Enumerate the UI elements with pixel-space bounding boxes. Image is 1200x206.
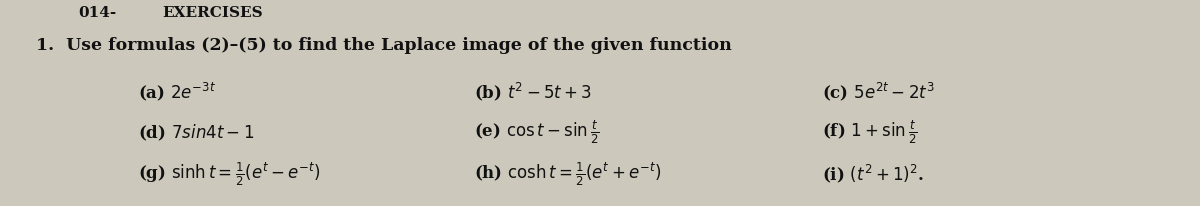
- Text: (e) $\cos t - \sin\frac{t}{2}$: (e) $\cos t - \sin\frac{t}{2}$: [474, 118, 600, 145]
- Text: (b) $t^2 - 5t + 3$: (b) $t^2 - 5t + 3$: [474, 81, 592, 103]
- Text: (i) $(t^2 + 1)^2$.: (i) $(t^2 + 1)^2$.: [822, 162, 924, 184]
- Text: (c) $5e^{2t} - 2t^3$: (c) $5e^{2t} - 2t^3$: [822, 81, 935, 103]
- Text: 014-: 014-: [78, 6, 116, 20]
- Text: (f) $1 + \sin\frac{t}{2}$: (f) $1 + \sin\frac{t}{2}$: [822, 118, 918, 145]
- Text: (d) $7sin4t - 1$: (d) $7sin4t - 1$: [138, 122, 254, 142]
- Text: (g) $\sinh t = \frac{1}{2}(e^t - e^{-t})$: (g) $\sinh t = \frac{1}{2}(e^t - e^{-t})…: [138, 159, 320, 187]
- Text: (h) $\cosh t = \frac{1}{2}(e^t + e^{-t})$: (h) $\cosh t = \frac{1}{2}(e^t + e^{-t})…: [474, 159, 661, 187]
- Text: 1.  Use formulas (2)–(5) to find the Laplace image of the given function: 1. Use formulas (2)–(5) to find the Lapl…: [36, 37, 732, 54]
- Text: (a) $2e^{-3t}$: (a) $2e^{-3t}$: [138, 81, 216, 103]
- Text: EXERCISES: EXERCISES: [162, 6, 263, 20]
